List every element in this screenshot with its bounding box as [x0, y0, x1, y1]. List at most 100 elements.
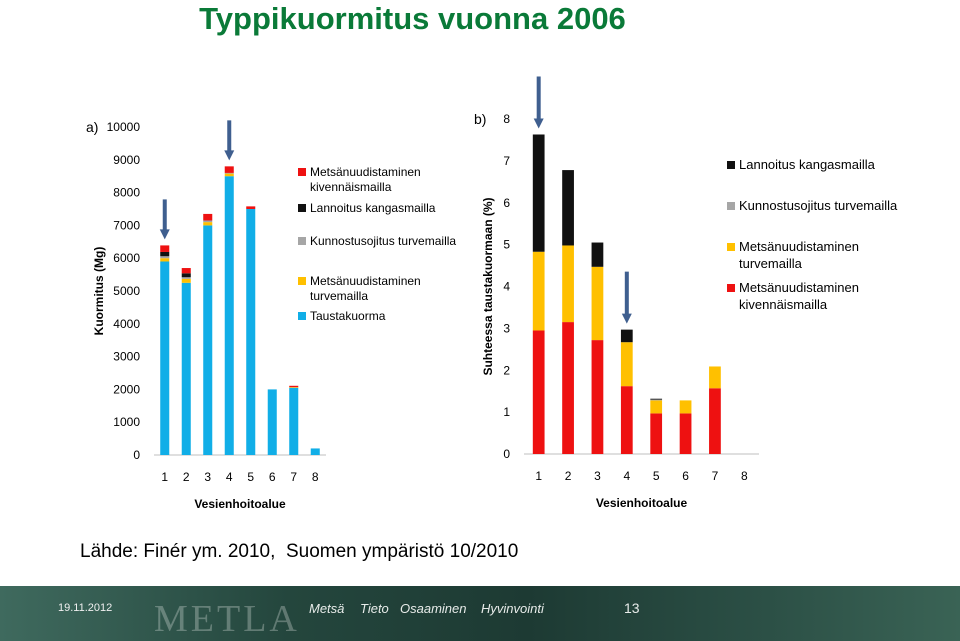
chart-0-xtick-label: 5	[247, 470, 254, 484]
footer-date: 19.11.2012	[58, 602, 113, 614]
slide-title: Typpikuormitus vuonna 2006	[199, 1, 626, 36]
chart-1-legend-label-1: Kunnostusojitus turvemailla	[739, 198, 898, 213]
chart-a: a) 0 1000 2000 3000 4000 5000 6000 7000 8000 9000 1…	[86, 119, 456, 511]
chart-0-ytick-label: 2000	[113, 382, 140, 396]
source-citation: Lähde: Finér ym. 2010, Suomen ympäristö …	[80, 541, 519, 562]
chart-1-bar-cat1-series0	[532, 330, 545, 454]
chart-1-panel-label: b)	[474, 111, 486, 127]
chart-1-legend-swatch-0	[727, 161, 735, 169]
chart-0-bar-cat6-series0	[267, 389, 277, 455]
chart-0-bar-cat3-series0	[203, 225, 213, 455]
chart-1-xtick-label: 8	[741, 469, 748, 483]
chart-1-legend-label-2: Metsänuudistaminen	[739, 239, 859, 254]
chart-1-ytick-label: 2	[503, 363, 510, 377]
chart-0-xtick-label: 6	[269, 470, 276, 484]
chart-0-bar-cat5-series4	[246, 206, 256, 209]
chart-1-bar-cat2-series0	[562, 322, 574, 454]
chart-0-legend-label-0: kivennäismailla	[310, 180, 392, 194]
chart-1-bar-cat6-series1	[679, 400, 692, 414]
page-number: 13	[624, 600, 640, 616]
chart-0-ytick-label: 0	[133, 448, 140, 462]
chart-0-panel-label: a)	[86, 119, 98, 135]
chart-0-bar-cat4-series4	[224, 166, 234, 173]
footer-bar: 19.11.2012 METLA Metsä Tieto Osaaminen H…	[0, 586, 960, 641]
chart-1-xtick-label: 4	[623, 469, 630, 483]
chart-0-arrow-cat4-head	[224, 150, 235, 161]
chart-0-bar-cat2-series4	[181, 268, 191, 274]
chart-0-bar-cat2-series3	[181, 273, 191, 278]
chart-0-bar-cat2-series1	[181, 278, 191, 283]
chart-1-bar-cat4-series3	[620, 329, 633, 343]
chart-1-bar-cat7-series1	[709, 366, 721, 389]
chart-1-ytick-label: 0	[503, 447, 510, 461]
chart-0-legend-label-2: Kunnostusojitus turvemailla	[310, 234, 456, 248]
chart-1-bar-cat5-series0	[650, 413, 663, 454]
chart-1-arrow-cat1-head	[533, 118, 544, 129]
chart-1-arrow-cat4-shaft	[624, 271, 629, 316]
chart-0-x-axis-title: Vesienhoitoalue	[194, 497, 286, 511]
chart-0-bar-cat4-series2	[224, 172, 234, 174]
chart-1-xtick-label: 2	[565, 469, 572, 483]
chart-1-bar-cat3-series3	[591, 242, 604, 267]
chart-1-bar-cat1-series3	[532, 134, 545, 252]
chart-1-ytick-label: 1	[503, 405, 510, 419]
chart-0-xtick-label: 4	[226, 470, 233, 484]
chart-0-ytick-label: 8000	[113, 186, 140, 200]
chart-0-ytick-label: 3000	[113, 350, 140, 364]
chart-0-xtick-label: 3	[204, 470, 211, 484]
chart-0-ytick-label: 1000	[113, 415, 140, 429]
chart-1-ytick-label: 6	[503, 196, 510, 210]
chart-0-legend-label-3: Metsänuudistaminen	[310, 274, 421, 288]
chart-1-bar-cat2-series1	[562, 245, 574, 323]
chart-0-ytick-label: 5000	[113, 284, 140, 298]
footer-tag-metsa: Metsä	[309, 601, 345, 616]
footer-tag-tieto: Tieto	[360, 601, 389, 616]
chart-1-ytick-label: 5	[503, 238, 510, 252]
chart-0-legend-label-0: Metsänuudistaminen	[310, 165, 421, 179]
chart-1-arrow-cat1	[533, 76, 544, 129]
chart-0-bar-cat4-series0	[224, 176, 234, 455]
chart-0-xtick-label: 1	[161, 470, 168, 484]
chart-0-legend-swatch-3	[298, 277, 306, 285]
footer-tag-hyvinvointi: Hyvinvointi	[481, 601, 544, 616]
chart-0-bar-cat7-series4	[289, 385, 299, 388]
chart-1-bar-cat5-series1	[650, 400, 663, 414]
footer-tag-osaaminen: Osaaminen	[400, 601, 467, 616]
chart-0-bar-cat3-series1	[203, 222, 213, 226]
chart-1-x-axis-title: Vesienhoitoalue	[596, 496, 688, 510]
chart-0-legend-swatch-2	[298, 237, 306, 245]
chart-1-xtick-label: 5	[653, 469, 660, 483]
chart-0-xtick-label: 8	[312, 470, 319, 484]
chart-1-xtick-label: 7	[712, 469, 719, 483]
chart-1-bar-cat5-series3	[650, 398, 663, 400]
chart-1-y-axis-title: Suhteessa taustakuormaan (%)	[481, 197, 495, 375]
chart-0-ytick-label: 6000	[113, 251, 140, 265]
chart-1-xtick-label: 6	[682, 469, 689, 483]
chart-0-bar-cat1-series4	[160, 245, 170, 252]
chart-1-ytick-label: 7	[503, 154, 510, 168]
chart-1-ytick-label: 8	[503, 112, 510, 126]
chart-0-bar-cat7-series0	[289, 387, 299, 455]
chart-1-arrow-cat1-shaft	[536, 76, 541, 121]
metla-logo: METLA	[154, 598, 300, 640]
chart-0-arrow-cat1-shaft	[162, 199, 167, 232]
chart-0-bar-cat2-series2	[181, 277, 191, 279]
chart-0-legend-label-4: Taustakuorma	[310, 309, 386, 323]
chart-1-bar-cat2-series3	[562, 170, 574, 246]
chart-0-ytick-label: 9000	[113, 153, 140, 167]
chart-0-arrow-cat1	[159, 199, 170, 240]
chart-0-bar-cat3-series2	[203, 220, 213, 223]
chart-0-legend-swatch-0	[298, 168, 306, 176]
chart-1-bar-cat4-series1	[620, 342, 633, 387]
chart-0-ytick-label: 4000	[113, 317, 140, 331]
chart-0-bar-cat8-series0	[310, 448, 320, 455]
chart-b: b) 0 1 2 3 4 5 6 7 8 1 2 3 4 5 6 7 8 Vesienhoitoalue Suhtee…	[474, 76, 898, 510]
chart-1-bar-cat1-series1	[532, 251, 545, 331]
chart-1-bar-cat7-series0	[709, 388, 721, 454]
chart-0-legend-swatch-1	[298, 204, 306, 212]
chart-0-arrow-cat4	[224, 120, 235, 161]
chart-1-arrow-cat4	[621, 271, 632, 324]
chart-0-bar-cat1-series0	[160, 261, 170, 455]
chart-0-bar-cat1-series3	[160, 251, 170, 257]
chart-0-bar-cat5-series0	[246, 209, 256, 455]
